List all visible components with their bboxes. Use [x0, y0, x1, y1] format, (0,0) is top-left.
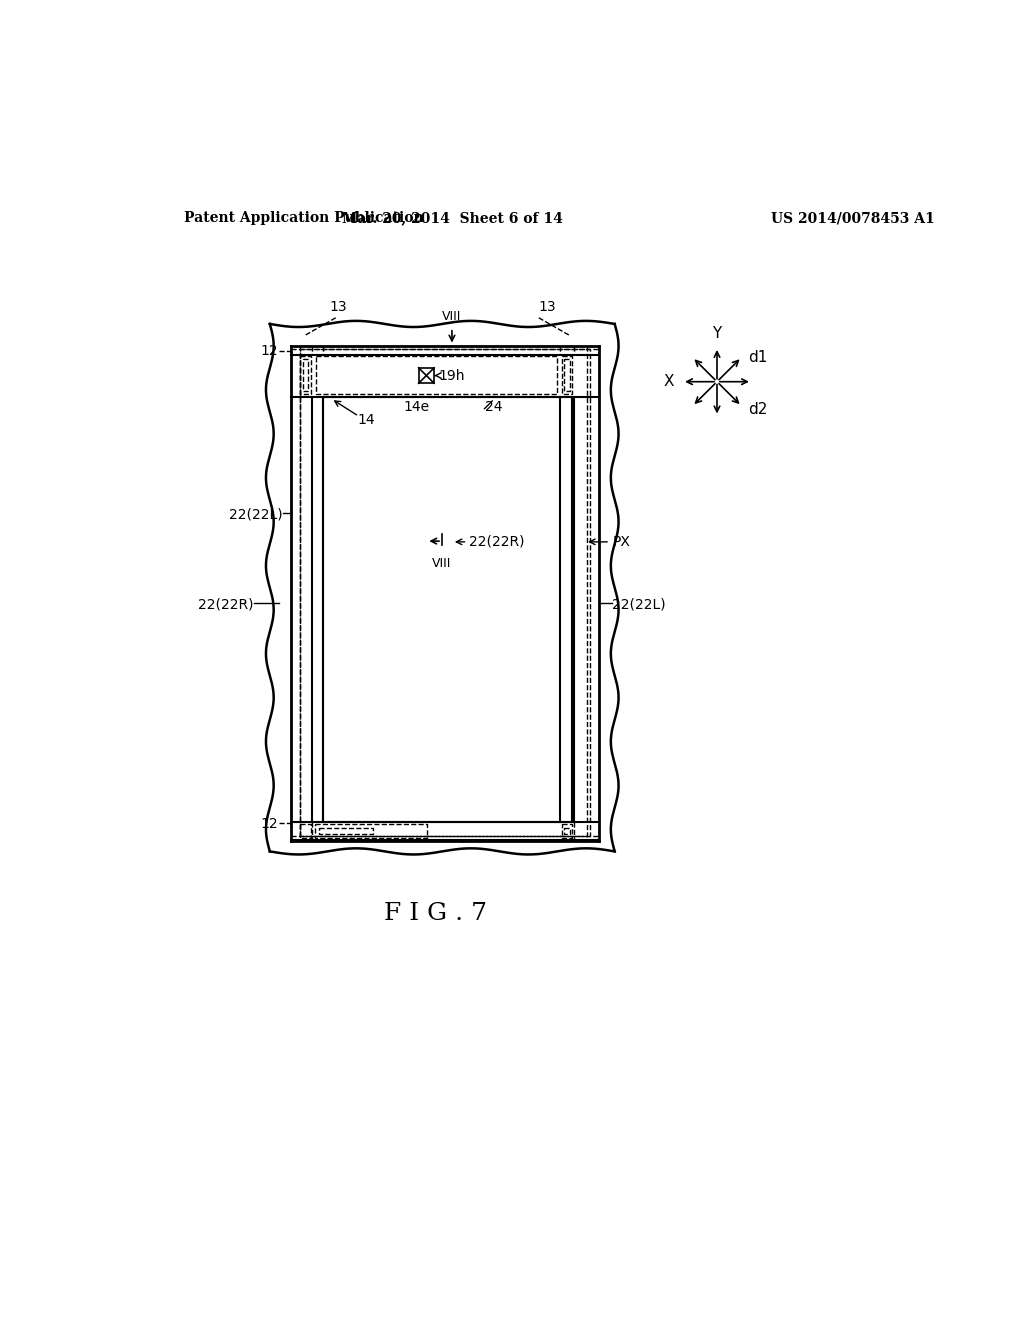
Text: 24: 24 [484, 400, 502, 414]
Bar [419, 368, 434, 383]
Bar [314, 825, 427, 838]
Text: Mar. 20, 2014  Sheet 6 of 14: Mar. 20, 2014 Sheet 6 of 14 [342, 211, 562, 226]
Text: 13: 13 [330, 300, 347, 314]
Bar [564, 359, 569, 391]
Text: 13: 13 [539, 300, 556, 314]
Text: 22(22L): 22(22L) [612, 598, 666, 612]
Bar [300, 350, 590, 836]
Bar [300, 356, 311, 395]
Text: VIII: VIII [442, 310, 462, 323]
Text: 22(22R): 22(22R) [198, 598, 254, 612]
Bar [315, 356, 557, 395]
Text: US 2014/0078453 A1: US 2014/0078453 A1 [771, 211, 935, 226]
Text: 14: 14 [357, 413, 375, 428]
Text: 22(22R): 22(22R) [469, 535, 524, 549]
Text: VIII: VIII [432, 557, 452, 570]
Text: F I G . 7: F I G . 7 [384, 902, 487, 924]
Bar [303, 359, 308, 391]
Text: d1: d1 [748, 350, 767, 364]
Bar [324, 397, 572, 822]
Bar [564, 828, 569, 834]
Text: 22(22L): 22(22L) [229, 507, 283, 521]
Bar [562, 825, 572, 838]
Text: d2: d2 [748, 401, 767, 417]
Text: 12: 12 [260, 345, 278, 358]
Bar [300, 825, 311, 838]
Bar [318, 828, 373, 834]
Text: 19h: 19h [438, 368, 465, 383]
Text: Patent Application Publication: Patent Application Publication [183, 211, 424, 226]
Text: 14e: 14e [403, 400, 429, 414]
Bar [562, 356, 572, 395]
Text: X: X [664, 374, 675, 389]
Text: Y: Y [713, 326, 722, 341]
Text: PX: PX [612, 535, 630, 549]
Text: 12: 12 [260, 817, 278, 832]
